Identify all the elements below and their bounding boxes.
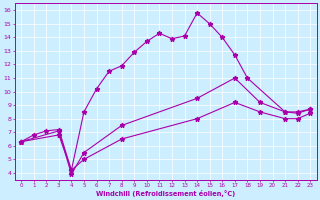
X-axis label: Windchill (Refroidissement éolien,°C): Windchill (Refroidissement éolien,°C) [96,190,235,197]
